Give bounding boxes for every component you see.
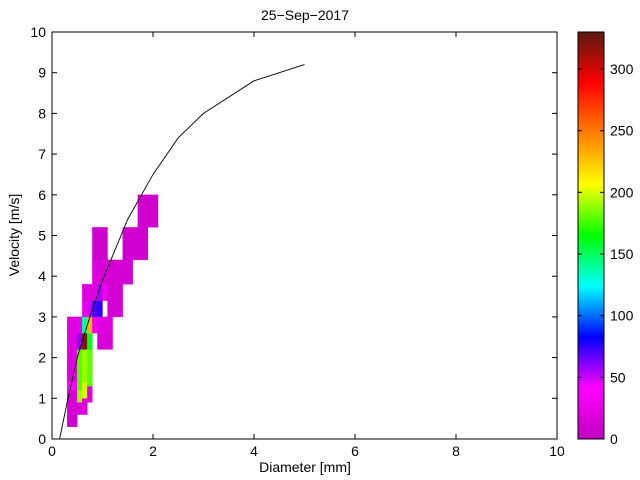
x-tick-label: 2 [149,443,157,459]
y-tick-label: 5 [38,228,46,244]
heatmap-cell [82,398,88,415]
heatmap-cell [82,300,88,318]
x-tick-label: 6 [351,443,359,459]
y-tick-label: 2 [38,350,46,366]
colorbar-scale [577,31,605,440]
colorbar-tick-label: 200 [610,184,634,200]
heatmap-cell [122,227,149,261]
heatmap-cell [82,316,88,334]
colorbar: 0 50 100 150 200 250 300 [577,31,634,447]
y-tick-label: 6 [38,187,46,203]
heatmap-cell [82,284,93,301]
y-axis-ticks: 0 1 2 3 4 5 6 7 8 9 10 [30,24,557,447]
x-axis-ticks: 0 2 4 6 8 10 [48,32,565,459]
y-tick-label: 7 [38,146,46,162]
heatmap-cell [92,316,98,334]
plot-area: 0 2 4 6 8 10 0 1 2 3 4 5 6 7 8 9 10 [30,24,565,459]
colorbar-ticks: 0 50 100 150 200 250 300 [578,61,634,447]
fit-curve [59,64,305,440]
y-tick-label: 9 [38,65,46,81]
heatmap-cell [107,284,123,318]
heatmap-cell [97,316,113,334]
colorbar-tick-label: 150 [610,246,634,262]
heatmap-cell [92,227,108,261]
y-tick-label: 8 [38,105,46,121]
heatmap-cell [87,316,93,334]
x-tick-label: 0 [48,443,56,459]
heatmap-cell [67,316,78,383]
y-tick-label: 0 [38,431,46,447]
y-tick-label: 10 [30,24,46,40]
y-tick-label: 3 [38,309,46,325]
heatmap-cell [77,316,83,334]
heatmap-cell [97,300,103,318]
heatmap-cell [97,333,113,350]
colorbar-tick-label: 250 [610,123,634,139]
heatmap-cell [67,414,78,427]
heatmap-cell [87,300,93,318]
colorbar-tick-label: 50 [610,369,626,385]
heatmap-cells [67,194,159,427]
heatmap-cell [82,333,88,350]
heatmap-cell [137,194,159,228]
colorbar-tick-label: 300 [610,61,634,77]
heatmap-cell [77,390,83,403]
heatmap-cell [87,333,93,350]
heatmap-cell [92,259,98,301]
y-axis-label: Velocity [m/s] [6,194,22,276]
heatmap-cell [107,259,133,285]
y-tick-label: 1 [38,390,46,406]
heatmap-cell [87,349,93,387]
x-axis-label: Diameter [mm] [259,459,351,475]
x-tick-label: 8 [452,443,460,459]
chart-title: 25−Sep−2017 [261,7,349,23]
x-tick-label: 10 [549,443,565,459]
colorbar-tick-label: 0 [610,431,618,447]
y-tick-label: 4 [38,268,46,284]
heatmap-cell [87,385,93,403]
heatmap-cell [82,381,88,399]
colorbar-tick-label: 100 [610,308,634,324]
heatmap-cell [67,381,78,391]
heatmap-cell [82,349,88,383]
x-tick-label: 4 [250,443,258,459]
heatmap-cell [77,333,83,350]
